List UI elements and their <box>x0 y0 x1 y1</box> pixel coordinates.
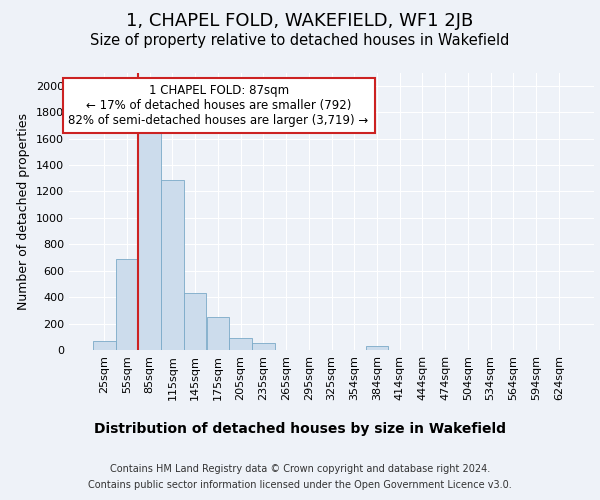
Text: Contains public sector information licensed under the Open Government Licence v3: Contains public sector information licen… <box>88 480 512 490</box>
Y-axis label: Number of detached properties: Number of detached properties <box>17 113 31 310</box>
Bar <box>365 346 388 350</box>
Text: Distribution of detached houses by size in Wakefield: Distribution of detached houses by size … <box>94 422 506 436</box>
Text: Size of property relative to detached houses in Wakefield: Size of property relative to detached ho… <box>91 32 509 48</box>
Text: Contains HM Land Registry data © Crown copyright and database right 2024.: Contains HM Land Registry data © Crown c… <box>110 464 490 474</box>
Text: 1 CHAPEL FOLD: 87sqm
← 17% of detached houses are smaller (792)
82% of semi-deta: 1 CHAPEL FOLD: 87sqm ← 17% of detached h… <box>68 84 369 126</box>
Bar <box>206 317 229 350</box>
Bar <box>252 344 275 350</box>
Bar <box>93 342 116 350</box>
Bar <box>161 180 184 350</box>
Bar <box>184 293 206 350</box>
Text: 1, CHAPEL FOLD, WAKEFIELD, WF1 2JB: 1, CHAPEL FOLD, WAKEFIELD, WF1 2JB <box>127 12 473 30</box>
Bar <box>116 259 139 350</box>
Bar <box>139 134 161 350</box>
Bar <box>229 338 252 350</box>
